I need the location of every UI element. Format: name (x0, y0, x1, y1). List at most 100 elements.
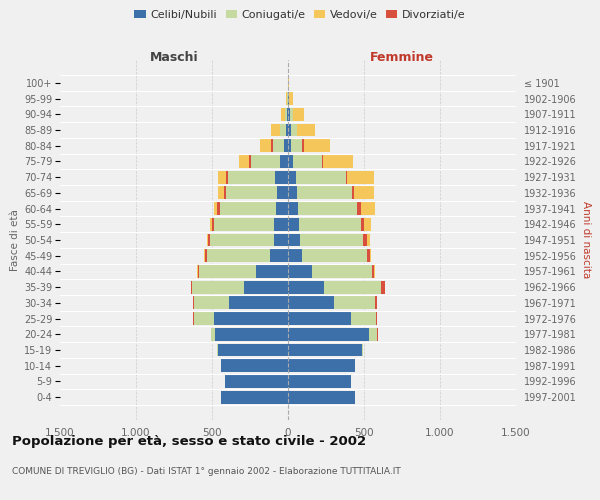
Bar (212, 218, 214, 230)
Bar (217, 202, 220, 215)
Bar (288, 390, 355, 404)
Bar (288, 155, 293, 168)
Bar (290, 108, 293, 120)
Bar (302, 139, 304, 152)
Bar (226, 186, 277, 200)
Bar (260, 139, 271, 152)
Bar (289, 92, 293, 105)
Bar (288, 280, 325, 293)
Bar (225, 375, 288, 388)
Bar (297, 186, 352, 200)
Bar (274, 234, 288, 246)
Bar (206, 250, 270, 262)
Bar (218, 170, 226, 183)
Bar (288, 92, 289, 105)
Bar (361, 218, 364, 230)
Bar (357, 202, 361, 215)
Bar (210, 218, 212, 230)
Bar (251, 155, 280, 168)
Bar (353, 186, 374, 200)
Bar (288, 170, 296, 183)
Bar (300, 234, 363, 246)
Bar (214, 312, 288, 325)
Text: Maschi: Maschi (149, 51, 199, 64)
Bar (381, 280, 385, 293)
Bar (276, 202, 288, 215)
Bar (277, 186, 288, 200)
Bar (364, 218, 371, 230)
Bar (193, 296, 194, 310)
Bar (362, 344, 363, 356)
Bar (302, 250, 367, 262)
Bar (215, 328, 288, 341)
Bar (361, 202, 375, 215)
Bar (285, 108, 287, 120)
Bar (288, 186, 297, 200)
Bar (221, 360, 288, 372)
Bar (288, 234, 300, 246)
Bar (288, 265, 311, 278)
Bar (288, 296, 334, 310)
Bar (288, 344, 362, 356)
Bar (311, 265, 373, 278)
Bar (273, 139, 284, 152)
Bar (286, 92, 287, 105)
Bar (288, 375, 351, 388)
Bar (376, 296, 377, 310)
Bar (374, 265, 375, 278)
Bar (293, 155, 322, 168)
Bar (299, 218, 361, 230)
Bar (244, 280, 288, 293)
Bar (249, 155, 251, 168)
Bar (367, 234, 370, 246)
Bar (293, 108, 304, 120)
Text: COMUNE DI TREVIGLIO (BG) - Dati ISTAT 1° gennaio 2002 - Elaborazione TUTTITALIA.: COMUNE DI TREVIGLIO (BG) - Dati ISTAT 1°… (12, 468, 401, 476)
Bar (334, 296, 376, 310)
Bar (286, 124, 288, 136)
Bar (370, 250, 371, 262)
Bar (291, 139, 302, 152)
Bar (214, 218, 274, 230)
Bar (211, 328, 215, 341)
Text: Femmine: Femmine (370, 51, 434, 64)
Bar (288, 328, 368, 341)
Bar (208, 234, 211, 246)
Bar (280, 124, 286, 136)
Bar (296, 124, 297, 136)
Bar (376, 312, 377, 325)
Bar (275, 170, 288, 183)
Bar (351, 312, 376, 325)
Bar (211, 234, 274, 246)
Bar (191, 280, 192, 293)
Bar (322, 155, 323, 168)
Bar (224, 186, 226, 200)
Bar (288, 250, 302, 262)
Bar (274, 218, 288, 230)
Bar (346, 170, 347, 183)
Bar (228, 170, 275, 183)
Bar (194, 296, 229, 310)
Bar (288, 139, 291, 152)
Bar (217, 344, 218, 356)
Bar (205, 250, 206, 262)
Text: Popolazione per età, sesso e stato civile - 2002: Popolazione per età, sesso e stato civil… (12, 435, 366, 448)
Bar (298, 202, 357, 215)
Bar (220, 202, 276, 215)
Bar (194, 312, 214, 325)
Bar (325, 280, 381, 293)
Bar (368, 328, 377, 341)
Legend: Celibi/Nubili, Coniugati/e, Vedovi/e, Divorziati/e: Celibi/Nubili, Coniugati/e, Vedovi/e, Di… (130, 6, 470, 25)
Bar (284, 139, 288, 152)
Bar (288, 312, 351, 325)
Bar (271, 139, 273, 152)
Bar (297, 124, 314, 136)
Bar (199, 265, 256, 278)
Bar (270, 250, 288, 262)
Bar (287, 108, 288, 120)
Bar (288, 108, 290, 120)
Bar (221, 390, 288, 404)
Bar (288, 218, 299, 230)
Bar (192, 280, 244, 293)
Bar (226, 170, 228, 183)
Bar (288, 360, 355, 372)
